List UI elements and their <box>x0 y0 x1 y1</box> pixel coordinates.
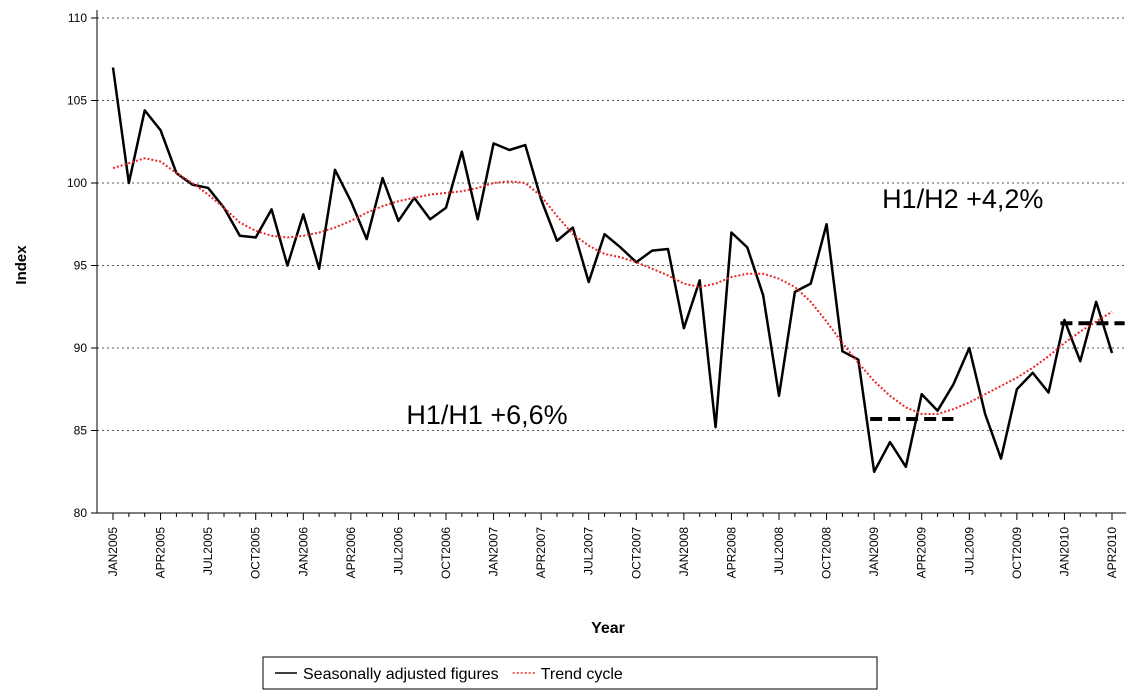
x-tick-label: JUL2006 <box>391 527 405 575</box>
series-line <box>111 67 1114 473</box>
legend-label: Trend cycle <box>541 666 623 683</box>
y-tick-label: 85 <box>74 424 88 438</box>
y-axis-label: Index <box>13 245 30 285</box>
series-line <box>112 157 1113 415</box>
x-tick-label: JUL2008 <box>772 527 786 575</box>
y-tick-label: 110 <box>68 11 87 25</box>
x-tick-label: JAN2005 <box>106 527 120 577</box>
x-axis-label: Year <box>591 620 625 637</box>
x-tick-label: OCT2009 <box>1010 527 1024 579</box>
legend-box <box>262 656 878 690</box>
x-tick-label: APR2008 <box>724 527 738 579</box>
x-tick-label: JAN2007 <box>487 527 501 577</box>
x-tick-label: APR2007 <box>534 527 548 579</box>
x-tick-label: JAN2010 <box>1057 527 1071 577</box>
annotation: H1/H1 +6,6% <box>406 400 567 430</box>
x-tick-label: OCT2008 <box>820 527 834 579</box>
x-tick-label: APR2009 <box>915 527 929 579</box>
x-tick-label: JUL2005 <box>201 527 215 575</box>
x-tick-label: OCT2006 <box>439 527 453 579</box>
annotation: H1/H2 +4,2% <box>882 184 1043 214</box>
y-tick-label: 80 <box>74 506 88 520</box>
x-tick-label: APR2006 <box>344 527 358 579</box>
x-tick-label: JAN2009 <box>867 527 881 577</box>
x-tick-label: JUL2009 <box>962 527 976 575</box>
x-tick-label: OCT2005 <box>249 527 263 579</box>
y-tick-label: 90 <box>74 341 88 355</box>
y-tick-label: 95 <box>74 259 88 273</box>
x-tick-label: APR2010 <box>1105 527 1119 579</box>
x-tick-label: JAN2008 <box>677 527 691 577</box>
x-tick-label: OCT2007 <box>629 527 643 579</box>
y-tick-label: 105 <box>67 94 87 108</box>
x-tick-label: JAN2006 <box>296 527 310 577</box>
y-tick-label: 100 <box>67 176 87 190</box>
x-tick-label: APR2005 <box>154 527 168 579</box>
legend-label: Seasonally adjusted figures <box>303 666 499 683</box>
x-tick-label: JUL2007 <box>582 527 596 575</box>
